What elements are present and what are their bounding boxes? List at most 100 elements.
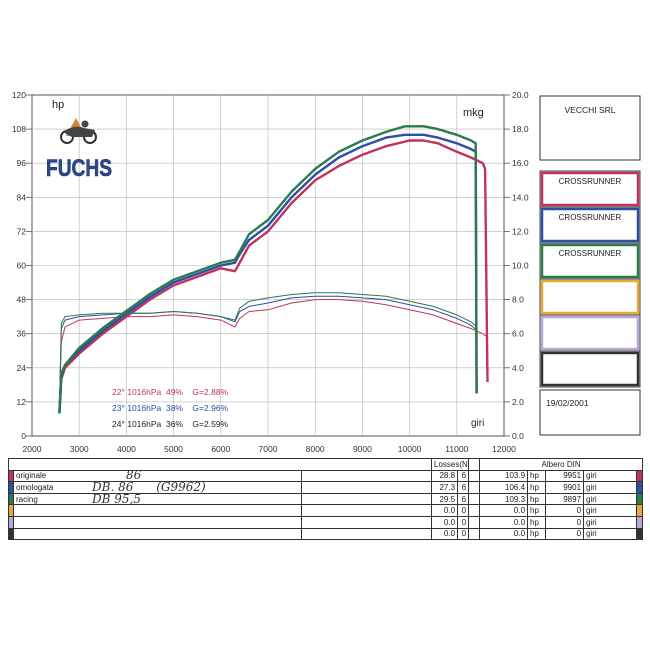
row-rpm-unit: giri bbox=[583, 504, 638, 517]
y-left-tick-label: 12 bbox=[17, 397, 27, 407]
date-box bbox=[539, 389, 641, 436]
row-name bbox=[13, 527, 302, 541]
row-gear: 0 bbox=[457, 527, 470, 541]
losses-header: Losses(Nm) bbox=[431, 458, 470, 471]
x-tick-label: 12000 bbox=[492, 444, 516, 454]
x-tick-label: 11000 bbox=[445, 444, 468, 454]
row-color-swatch-right bbox=[636, 515, 644, 529]
results-row: 0.0 0 0.0 hp 0 giri bbox=[8, 527, 644, 541]
x-tick-label: 8000 bbox=[306, 444, 325, 454]
x-tick-label: 7000 bbox=[259, 444, 278, 454]
legend-box-label: CROSSRUNNER bbox=[559, 249, 622, 258]
y-left-tick-label: 108 bbox=[12, 124, 26, 134]
y-right-tick-label: 20.0 bbox=[512, 90, 529, 100]
results-table-area: Losses(Nm) Albero DIN originale28.86103.… bbox=[7, 458, 644, 541]
y-right-axis-label: mkg bbox=[463, 107, 484, 119]
legend-box-label: CROSSRUNNER bbox=[559, 213, 622, 222]
note-racing: DB 95,5 bbox=[92, 492, 141, 506]
y-left-tick-label: 0 bbox=[21, 431, 26, 441]
row-gap bbox=[468, 515, 480, 529]
row-color-swatch-right bbox=[636, 481, 644, 494]
power-line-racing bbox=[58, 125, 478, 414]
row-hp: 0.0 bbox=[479, 527, 529, 541]
legend-box-3: CROSSRUNNER bbox=[539, 242, 641, 280]
row-color-swatch-right bbox=[636, 527, 644, 541]
power-line-originale bbox=[58, 139, 489, 414]
condition-line-2: 23° 1016hPa 38% G=2.96% bbox=[112, 403, 229, 413]
row-gap bbox=[468, 492, 480, 506]
legend-boxes: CROSSRUNNER CROSSRUNNER CROSSRUNNER bbox=[539, 170, 641, 388]
y-left-tick-label: 24 bbox=[17, 363, 27, 373]
y-left-tick-label: 36 bbox=[17, 329, 27, 339]
row-name: racing bbox=[13, 492, 302, 506]
row-rpm: 9901 bbox=[545, 481, 585, 494]
company-box bbox=[539, 95, 641, 161]
row-name bbox=[13, 504, 302, 517]
results-header-row: Losses(Nm) Albero DIN bbox=[7, 458, 644, 471]
row-loss: 28.8 bbox=[431, 469, 459, 483]
y-right-tick-label: 8.0 bbox=[512, 295, 524, 305]
row-gear: 6 bbox=[457, 469, 470, 483]
y-left-tick-label: 48 bbox=[17, 295, 27, 305]
row-loss: 27.3 bbox=[431, 481, 459, 494]
row-hp: 106.4 bbox=[479, 481, 529, 494]
row-color-swatch-right bbox=[636, 504, 644, 517]
row-name bbox=[13, 515, 302, 529]
motorcycle-rider-icon bbox=[60, 118, 97, 144]
y-right-tick-label: 4.0 bbox=[512, 363, 524, 373]
row-rpm-unit: giri bbox=[583, 481, 638, 494]
row-loss: 0.0 bbox=[431, 527, 459, 541]
y-right-tick-label: 2.0 bbox=[512, 397, 524, 407]
row-hp: 0.0 bbox=[479, 515, 529, 529]
y-left-tick-label: 120 bbox=[12, 90, 26, 100]
row-rpm-unit: giri bbox=[583, 527, 638, 541]
y-right-tick-label: 10.0 bbox=[512, 261, 529, 271]
row-color-swatch-right bbox=[636, 492, 644, 506]
y-right-tick-label: 12.0 bbox=[512, 226, 529, 236]
row-spacer bbox=[300, 492, 433, 506]
results-row: 0.0 0 0.0 hp 0 giri bbox=[8, 504, 644, 517]
legend-box-4 bbox=[539, 278, 641, 316]
row-rpm-unit: giri bbox=[583, 492, 638, 506]
note-originale: 86 bbox=[126, 468, 142, 482]
x-tick-label: 4000 bbox=[117, 444, 136, 454]
row-hp: 103.9 bbox=[479, 469, 529, 483]
company-name: VECCHI SRL bbox=[564, 105, 615, 115]
fuchs-logo: FUCHS bbox=[46, 118, 112, 182]
torque-line-originale bbox=[58, 299, 488, 411]
legend-box-5 bbox=[539, 314, 641, 352]
legend-box-1: CROSSRUNNER bbox=[539, 170, 641, 208]
legend-box-2: CROSSRUNNER bbox=[539, 206, 641, 244]
chart-curves bbox=[58, 125, 489, 414]
y-right-tick-label: 0.0 bbox=[512, 431, 524, 441]
row-spacer bbox=[300, 469, 433, 483]
results-row: 0.0 0 0.0 hp 0 giri bbox=[8, 515, 644, 529]
fuchs-wordmark: FUCHS bbox=[46, 155, 112, 182]
row-rpm: 0 bbox=[545, 515, 585, 529]
y-left-tick-label: 96 bbox=[17, 158, 27, 168]
test-date: 19/02/2001 bbox=[546, 398, 589, 408]
row-loss: 0.0 bbox=[431, 515, 459, 529]
torque-line-omologata bbox=[58, 295, 477, 411]
y-left-tick-label: 72 bbox=[17, 226, 27, 236]
results-table: Losses(Nm) Albero DIN originale28.86103.… bbox=[7, 458, 644, 541]
legend-box-6 bbox=[539, 350, 641, 388]
row-spacer bbox=[300, 481, 433, 494]
row-rpm: 9951 bbox=[545, 469, 585, 483]
row-hp: 109.3 bbox=[479, 492, 529, 506]
condition-line-1: 22° 1016hPa 49% G=2.88% bbox=[112, 387, 229, 397]
note-omologata: DB. 86 (G9962) bbox=[92, 480, 206, 494]
x-tick-label: 3000 bbox=[70, 444, 89, 454]
row-gear: 0 bbox=[457, 515, 470, 529]
row-gap bbox=[468, 481, 480, 494]
x-tick-label: 10000 bbox=[398, 444, 422, 454]
row-gap bbox=[468, 469, 480, 483]
y-right-tick-label: 14.0 bbox=[512, 192, 529, 202]
x-unit-label: giri bbox=[471, 418, 484, 429]
row-rpm: 0 bbox=[545, 504, 585, 517]
x-tick-label: 9000 bbox=[353, 444, 372, 454]
legend-box-label: CROSSRUNNER bbox=[559, 177, 622, 186]
torque-line-racing bbox=[58, 292, 477, 411]
row-hp-unit: hp bbox=[527, 469, 547, 483]
y-left-tick-label: 84 bbox=[17, 192, 27, 202]
